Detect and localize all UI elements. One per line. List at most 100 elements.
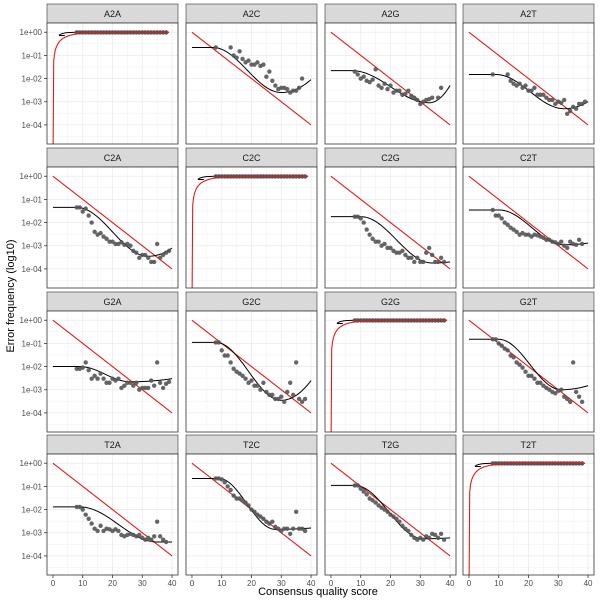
data-point: [364, 227, 369, 232]
data-point: [264, 389, 269, 395]
data-point: [240, 56, 245, 62]
data-point: [246, 503, 251, 508]
facet-panel-t2g: T2G 0 10 20 30 40: [324, 434, 457, 588]
panel-data: [330, 175, 451, 270]
data-point: [567, 399, 573, 405]
strip-label: G2G: [381, 297, 400, 307]
x-tick-label: 40: [584, 579, 593, 588]
facet-panel-t2t: T2T 0 10 20 30 40: [462, 434, 595, 588]
data-point: [490, 207, 495, 213]
nominal-error-line: [330, 462, 451, 557]
data-point: [394, 516, 399, 521]
data-point: [137, 255, 142, 261]
y-tick-label: 1e+00: [20, 459, 43, 468]
data-point: [370, 77, 375, 82]
data-point: [240, 373, 245, 378]
data-point: [432, 532, 438, 538]
data-point: [523, 369, 528, 374]
data-point: [412, 259, 417, 265]
data-point: [573, 106, 579, 111]
data-point: [86, 213, 91, 218]
data-point: [361, 489, 366, 494]
data-point: [523, 83, 528, 88]
data-point: [573, 242, 579, 247]
strip-label: T2A: [104, 440, 121, 450]
data-point: [270, 392, 275, 398]
data-point: [400, 523, 405, 528]
data-point: [364, 492, 369, 497]
data-point: [490, 72, 495, 77]
data-point: [361, 220, 366, 225]
strip-label: A2A: [104, 9, 121, 19]
data-point: [435, 95, 441, 100]
data-point: [559, 239, 564, 244]
data-point: [397, 519, 402, 524]
panel-data: [191, 174, 309, 288]
gridlines: [463, 167, 594, 288]
data-point: [243, 376, 248, 381]
y-axis-title: Error frequency (log10): [5, 239, 17, 352]
data-point: [429, 95, 435, 100]
data-point: [576, 237, 582, 243]
data-point: [550, 97, 555, 103]
x-tick-label: 0: [467, 579, 472, 588]
data-point: [264, 74, 269, 79]
data-point: [86, 516, 91, 521]
data-point: [355, 483, 360, 488]
data-point: [388, 83, 393, 88]
data-point: [157, 534, 163, 539]
panel-data: [330, 462, 451, 557]
data-point: [261, 62, 266, 67]
nominal-error-line: [191, 319, 312, 414]
data-point: [370, 236, 375, 241]
data-point: [576, 394, 582, 399]
panel-data: [191, 462, 312, 557]
y-tick-label: 1e-02: [22, 75, 43, 84]
data-point: [290, 526, 296, 531]
nominal-error-line: [330, 319, 448, 432]
data-point: [582, 99, 588, 104]
data-point: [154, 519, 160, 524]
data-point: [427, 535, 432, 541]
data-point: [441, 259, 447, 265]
data-point: [358, 216, 363, 221]
facet-panel-t2c: T2C 0 10 20 30 40: [185, 434, 318, 588]
panel-border: [185, 166, 318, 289]
x-tick-label: 10: [356, 579, 365, 588]
data-point: [285, 526, 290, 531]
data-point: [573, 389, 579, 395]
panel-border: [462, 310, 595, 433]
strip-label: T2G: [382, 440, 400, 450]
data-point: [261, 516, 266, 521]
data-point: [243, 500, 248, 505]
y-tick-label: 1e-01: [22, 51, 43, 60]
facet-panel-a2t: A2T: [462, 3, 595, 145]
data-point: [424, 250, 429, 255]
x-tick-label: 20: [108, 579, 117, 588]
data-point: [80, 209, 85, 214]
data-point: [131, 383, 136, 388]
data-point: [355, 72, 360, 77]
fitted-line: [191, 341, 312, 401]
data-point: [151, 383, 157, 388]
data-point: [219, 477, 224, 482]
strip-label: G2C: [242, 297, 261, 307]
x-tick-label: 20: [386, 579, 395, 588]
data-point: [358, 486, 363, 491]
panel-data: [52, 462, 173, 557]
y-tick-label: 1e-03: [22, 386, 43, 395]
data-point: [296, 85, 302, 90]
data-point: [163, 539, 169, 545]
data-point: [293, 509, 299, 515]
data-point: [567, 108, 573, 114]
panels-layer: A2A 1e+00 1e-01 1e-02 1e-03 1e-04 A2C A2G A2T C2A…: [20, 3, 595, 588]
data-point: [95, 528, 100, 534]
data-point: [406, 528, 411, 534]
data-point: [385, 509, 390, 515]
data-point: [499, 343, 504, 348]
panel-data: [52, 30, 170, 144]
data-point: [89, 521, 94, 526]
data-point: [438, 255, 444, 261]
data-point: [293, 88, 299, 93]
